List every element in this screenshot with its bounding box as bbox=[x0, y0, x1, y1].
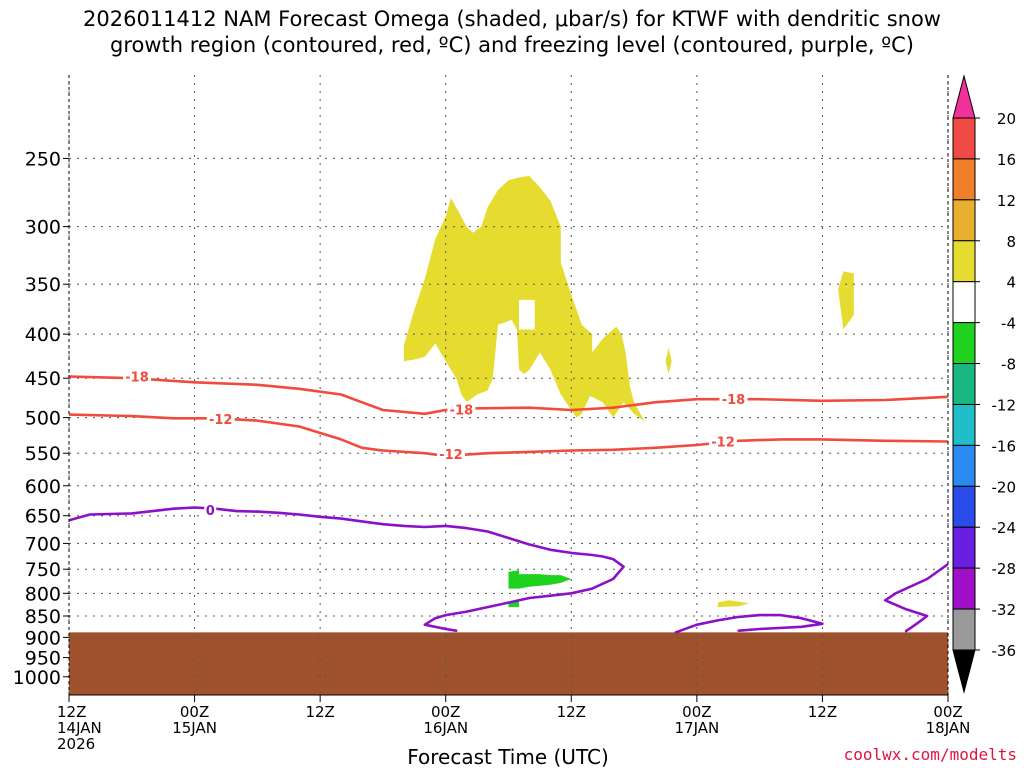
colorbar-swatch bbox=[952, 485, 976, 528]
y-tick-label: 800 bbox=[25, 583, 61, 605]
x-tick-label: 12Z bbox=[557, 703, 586, 721]
contour-label: -12 bbox=[439, 448, 463, 463]
contour-label-bg bbox=[719, 391, 748, 407]
plot-frame bbox=[68, 75, 949, 696]
contour-label: -18 bbox=[450, 403, 474, 418]
contour-label: -18 bbox=[125, 371, 149, 386]
x-tick-label: 14JAN bbox=[57, 719, 102, 737]
y-tick-label: 250 bbox=[25, 148, 61, 170]
colorbar-label: -28 bbox=[992, 560, 1017, 578]
contour-line bbox=[674, 613, 824, 634]
y-tick-label: 850 bbox=[25, 606, 61, 628]
colorbar-swatch bbox=[952, 117, 976, 160]
omega-region bbox=[838, 271, 854, 330]
source-credit: coolwx.com/modelts bbox=[844, 745, 1017, 764]
y-tick-label: 900 bbox=[25, 627, 61, 649]
x-axis-title: Forecast Time (UTC) bbox=[407, 745, 609, 768]
contour-label: -12 bbox=[209, 413, 233, 428]
colorbar-label: -32 bbox=[992, 601, 1017, 619]
contour-line bbox=[883, 562, 948, 633]
colorbar-swatch bbox=[952, 322, 976, 365]
contour-label-bg bbox=[206, 411, 235, 427]
y-tick-label: 750 bbox=[25, 559, 61, 581]
colorbar-label: -36 bbox=[992, 642, 1017, 660]
colorbar-label: 16 bbox=[997, 151, 1016, 169]
omega-region bbox=[665, 347, 672, 374]
x-tick-label: 15JAN bbox=[172, 719, 217, 737]
contour-label: -18 bbox=[722, 393, 746, 408]
contour-label-bg bbox=[709, 433, 738, 449]
y-tick-label: 300 bbox=[25, 217, 61, 239]
x-tick-label: 17JAN bbox=[674, 719, 719, 737]
y-tick-label: 350 bbox=[25, 274, 61, 296]
colorbar-label: -4 bbox=[1001, 315, 1016, 333]
x-tick-label: 16JAN bbox=[423, 719, 468, 737]
colorbar-swatch bbox=[952, 444, 976, 487]
y-tick-label: 500 bbox=[25, 408, 61, 430]
colorbar-swatch bbox=[952, 567, 976, 610]
colorbar-swatch bbox=[952, 281, 976, 324]
contour-label-bg bbox=[123, 368, 152, 384]
colorbar: 20 16 12 8 4 -4 -8 -12 -16 -20 -24 -28 -32 -36 bbox=[952, 74, 1017, 694]
colorbar-swatch bbox=[952, 363, 976, 405]
colorbar-swatch bbox=[952, 158, 976, 201]
contour-label-bg bbox=[447, 401, 476, 417]
x-tick-label: 00Z bbox=[933, 703, 962, 721]
y-tick-label: 550 bbox=[25, 443, 61, 465]
y-tick-label: 600 bbox=[25, 476, 61, 498]
title-line-1: 2026011412 NAM Forecast Omega (shaded, μ… bbox=[83, 7, 941, 31]
omega-region bbox=[508, 570, 572, 589]
colorbar-label: -24 bbox=[992, 519, 1017, 537]
x-tick-label: 12Z bbox=[57, 703, 86, 721]
omega-region bbox=[519, 299, 535, 330]
y-tick-label: 400 bbox=[25, 324, 61, 346]
x-tick-label: 18JAN bbox=[926, 719, 971, 737]
ground-layer bbox=[69, 632, 948, 695]
y-axis: 2503003504004505005506006507007508008509… bbox=[13, 148, 69, 689]
colorbar-label: -12 bbox=[992, 396, 1017, 414]
colorbar-label: -20 bbox=[992, 478, 1017, 496]
colorbar-label: 12 bbox=[997, 192, 1016, 210]
contour-label-bg bbox=[436, 445, 465, 461]
colorbar-label: -8 bbox=[1001, 356, 1016, 374]
x-tick-label: 12Z bbox=[305, 703, 334, 721]
colorbar-label: -16 bbox=[992, 437, 1017, 455]
omega-region bbox=[717, 600, 750, 608]
colorbar-top-arrow bbox=[952, 74, 976, 119]
omega-shading bbox=[403, 176, 854, 608]
contours: -18 -18 -18 -12 -12 -12 0 bbox=[69, 368, 948, 634]
contour-line bbox=[69, 413, 948, 458]
y-tick-label: 950 bbox=[25, 648, 61, 670]
x-tick-label: 00Z bbox=[431, 703, 460, 721]
colorbar-swatch bbox=[952, 608, 976, 651]
contour-line bbox=[69, 375, 948, 416]
colorbar-label: 8 bbox=[1006, 233, 1016, 251]
x-tick-label: 12Z bbox=[808, 703, 837, 721]
contour-line bbox=[69, 506, 625, 633]
x-tick-label: 2026 bbox=[57, 735, 95, 753]
x-tick-label: 00Z bbox=[180, 703, 209, 721]
x-tick-label: 00Z bbox=[682, 703, 711, 721]
colorbar-swatch bbox=[952, 240, 976, 283]
colorbar-bottom-arrow bbox=[952, 649, 976, 694]
contour-label-bg bbox=[204, 501, 217, 517]
contour-label: -12 bbox=[711, 435, 735, 450]
contour-label: 0 bbox=[206, 504, 215, 519]
y-tick-label: 700 bbox=[25, 533, 61, 555]
y-tick-label: 1000 bbox=[13, 667, 61, 689]
colorbar-swatch bbox=[952, 526, 976, 569]
title-line-2: growth region (contoured, red, ºC) and f… bbox=[110, 33, 914, 57]
ground-fill bbox=[69, 632, 948, 695]
colorbar-swatch bbox=[952, 403, 976, 446]
colorbar-swatch bbox=[952, 199, 976, 242]
y-tick-label: 650 bbox=[25, 506, 61, 528]
y-tick-label: 450 bbox=[25, 368, 61, 390]
omega-region bbox=[403, 176, 645, 422]
colorbar-label: 20 bbox=[997, 110, 1016, 128]
colorbar-label: 4 bbox=[1006, 274, 1016, 292]
chart-title: 2026011412 NAM Forecast Omega (shaded, μ… bbox=[0, 6, 1024, 58]
